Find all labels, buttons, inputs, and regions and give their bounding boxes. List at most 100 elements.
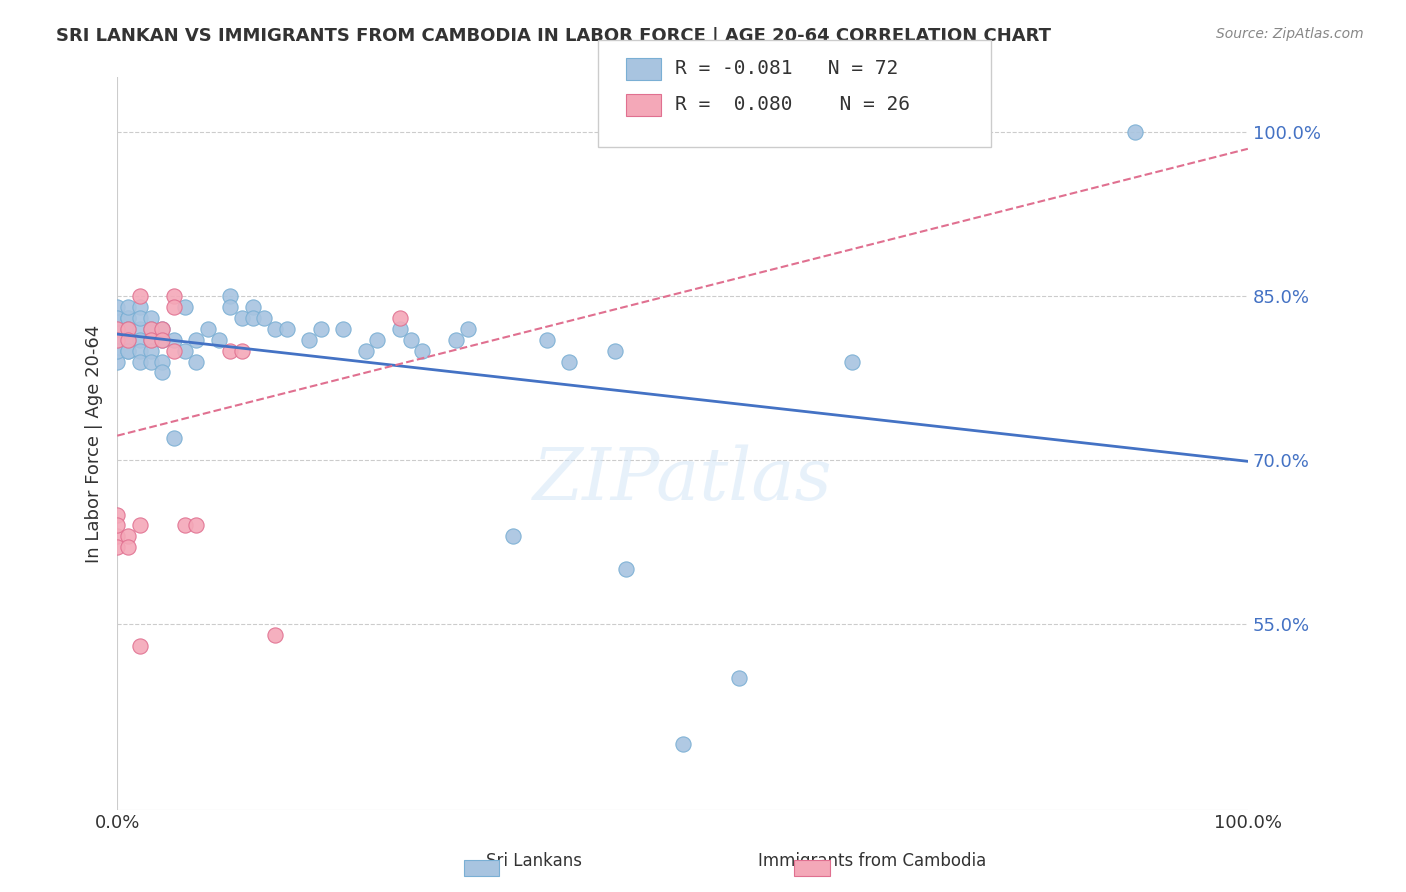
Point: [276, 322, 298, 336]
Point: [117, 333, 139, 347]
Point: [139, 354, 162, 368]
Point: [139, 343, 162, 358]
Point: [1123, 125, 1146, 139]
Point: [105, 310, 128, 325]
Point: [174, 518, 197, 533]
Point: [105, 518, 128, 533]
Point: [399, 333, 422, 347]
Point: [388, 310, 411, 325]
Point: [163, 343, 186, 358]
Point: [366, 333, 388, 347]
Point: [186, 333, 208, 347]
Point: [117, 343, 139, 358]
Point: [411, 343, 433, 358]
Point: [128, 333, 150, 347]
Point: [163, 289, 186, 303]
Point: [309, 322, 332, 336]
Point: [105, 300, 128, 314]
Y-axis label: In Labor Force | Age 20-64: In Labor Force | Age 20-64: [86, 325, 103, 563]
Point: [264, 322, 287, 336]
Point: [105, 322, 128, 336]
Point: [536, 333, 558, 347]
Point: [128, 289, 150, 303]
Point: [117, 322, 139, 336]
Text: R = -0.081   N = 72: R = -0.081 N = 72: [675, 59, 898, 78]
Point: [117, 310, 139, 325]
Point: [163, 431, 186, 445]
Point: [219, 289, 242, 303]
Point: [105, 541, 128, 555]
Text: Sri Lankans: Sri Lankans: [486, 852, 582, 870]
Point: [117, 343, 139, 358]
Point: [603, 343, 626, 358]
Point: [105, 333, 128, 347]
Point: [558, 354, 581, 368]
Point: [105, 343, 128, 358]
Point: [105, 333, 128, 347]
Point: [105, 508, 128, 522]
Point: [208, 333, 231, 347]
Point: [105, 310, 128, 325]
Point: [152, 322, 174, 336]
Point: [219, 343, 242, 358]
Point: [128, 639, 150, 653]
Point: [105, 333, 128, 347]
Point: [242, 310, 264, 325]
Point: [457, 322, 479, 336]
Point: [152, 333, 174, 347]
Point: [671, 737, 693, 751]
Point: [105, 354, 128, 368]
Text: R =  0.080    N = 26: R = 0.080 N = 26: [675, 95, 910, 114]
Point: [186, 354, 208, 368]
Point: [231, 343, 253, 358]
Point: [163, 333, 186, 347]
Point: [117, 333, 139, 347]
Point: [388, 322, 411, 336]
Point: [728, 672, 751, 686]
Point: [446, 333, 468, 347]
Text: ZIPatlas: ZIPatlas: [533, 445, 832, 516]
Point: [152, 333, 174, 347]
Point: [152, 354, 174, 368]
Point: [117, 529, 139, 543]
Point: [128, 354, 150, 368]
Point: [139, 333, 162, 347]
Point: [197, 322, 219, 336]
Point: [117, 322, 139, 336]
Point: [152, 366, 174, 380]
Point: [105, 322, 128, 336]
Point: [502, 529, 524, 543]
Point: [332, 322, 354, 336]
Point: [152, 322, 174, 336]
Point: [105, 322, 128, 336]
Point: [354, 343, 377, 358]
Point: [174, 300, 197, 314]
Point: [242, 300, 264, 314]
Point: [128, 300, 150, 314]
Point: [117, 310, 139, 325]
Point: [614, 562, 637, 576]
Point: [128, 518, 150, 533]
Point: [117, 333, 139, 347]
Point: [105, 529, 128, 543]
Point: [264, 628, 287, 642]
Point: [231, 310, 253, 325]
Text: Source: ZipAtlas.com: Source: ZipAtlas.com: [1216, 27, 1364, 41]
Point: [117, 322, 139, 336]
Point: [174, 343, 197, 358]
Point: [253, 310, 276, 325]
Point: [219, 300, 242, 314]
Point: [186, 518, 208, 533]
Text: SRI LANKAN VS IMMIGRANTS FROM CAMBODIA IN LABOR FORCE | AGE 20-64 CORRELATION CH: SRI LANKAN VS IMMIGRANTS FROM CAMBODIA I…: [56, 27, 1052, 45]
Point: [128, 343, 150, 358]
Point: [117, 541, 139, 555]
Point: [139, 333, 162, 347]
Text: Immigrants from Cambodia: Immigrants from Cambodia: [758, 852, 986, 870]
Point: [163, 300, 186, 314]
Point: [298, 333, 321, 347]
Point: [117, 300, 139, 314]
Point: [128, 310, 150, 325]
Point: [841, 354, 863, 368]
Point: [105, 343, 128, 358]
Point: [139, 322, 162, 336]
